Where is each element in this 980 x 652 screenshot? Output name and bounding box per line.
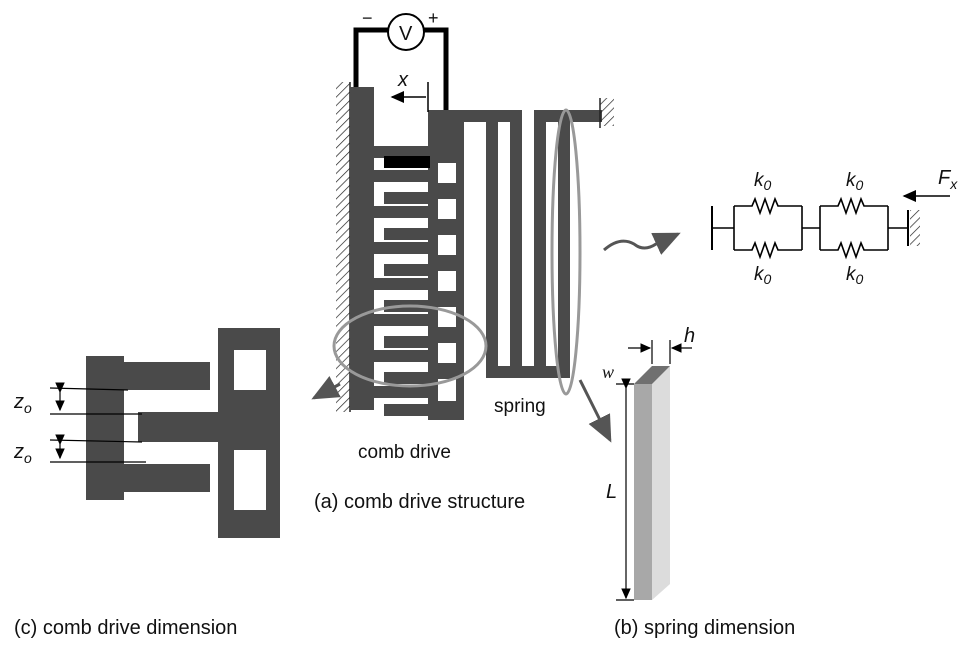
spring-k0-top-left (734, 196, 802, 216)
fixed-wall-right (600, 98, 614, 126)
length-label: L (606, 481, 617, 503)
spring-k0-bottom-left (734, 240, 802, 260)
voltage-source-label: V (399, 23, 413, 45)
fixed-comb-fingers (374, 146, 430, 398)
svg-text:k0: k0 (754, 264, 772, 287)
svg-text:k0: k0 (754, 170, 772, 193)
caption-c: (c) comb drive dimension (14, 617, 237, 639)
spring-model (711, 196, 909, 260)
svg-text:k0: k0 (846, 264, 864, 287)
spring-beam-top (634, 366, 670, 384)
spring-k0-bottom-right (820, 240, 888, 260)
fixed-electrode-spine (350, 87, 374, 410)
gap-dimension-lines (49, 382, 146, 463)
voltage-source-icon (387, 13, 425, 51)
gap-label-top: zo (13, 391, 32, 416)
comb-drive-dimension: zo zo (c) comb drive dimension (13, 328, 280, 639)
plus-sign: + (428, 8, 439, 28)
svg-text:k0: k0 (846, 170, 864, 193)
width-label: w (602, 362, 614, 382)
comb-drive-label: comb drive (358, 442, 451, 463)
caption-a: (a) comb drive structure (314, 491, 525, 513)
spring-label: spring (494, 396, 546, 417)
arrow-to-spring-dimension (578, 379, 612, 443)
caption-b: (b) spring dimension (614, 617, 795, 639)
comb-drive-structure: V − + x spring comb drive (a) comb drive… (311, 8, 681, 513)
spring-beam-front (652, 366, 670, 600)
spring-k0-top-right (820, 196, 888, 216)
spring-highlight-ellipse (550, 108, 582, 396)
movable-shuttle (384, 110, 464, 420)
comb-highlight-ellipse (332, 304, 488, 388)
spring-model-wall-right (910, 210, 920, 246)
folded-spring (462, 110, 602, 378)
spring-beam-side (634, 384, 652, 600)
height-label: h (684, 325, 695, 347)
voltage-circuit: V − + (353, 8, 449, 110)
displacement-label: x (397, 69, 409, 91)
displacement-indicator: x (390, 69, 429, 112)
arrow-to-comb-dimension (311, 376, 341, 400)
minus-sign: − (362, 8, 373, 28)
gap-label-bottom: zo (13, 441, 32, 466)
fixed-wall-left (336, 82, 350, 412)
arrow-to-spring-model (603, 232, 681, 255)
spring-dimension: h w L (b) spring dimension (602, 325, 795, 639)
force-label: Fx (938, 167, 958, 192)
spring-model-labels: k0 k0 k0 k0 Fx (754, 167, 958, 287)
